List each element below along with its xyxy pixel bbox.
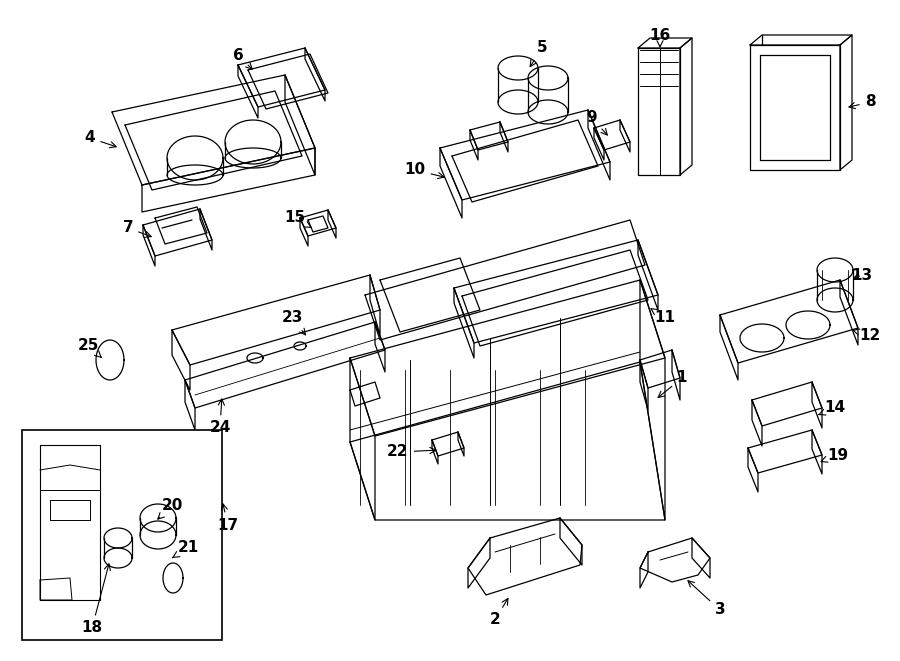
Text: 12: 12 bbox=[853, 327, 880, 342]
Bar bbox=[22, 430, 222, 640]
Text: 4: 4 bbox=[85, 130, 116, 147]
Text: 14: 14 bbox=[819, 401, 846, 416]
Text: 22: 22 bbox=[387, 444, 436, 459]
Text: 7: 7 bbox=[122, 221, 151, 237]
Text: 19: 19 bbox=[821, 447, 849, 463]
Text: 1: 1 bbox=[658, 371, 688, 397]
Text: 11: 11 bbox=[651, 309, 676, 325]
Text: 15: 15 bbox=[284, 210, 311, 227]
Text: 13: 13 bbox=[851, 268, 873, 282]
Text: 25: 25 bbox=[77, 338, 102, 358]
Text: 17: 17 bbox=[218, 504, 238, 533]
Text: 3: 3 bbox=[688, 581, 725, 617]
Text: 24: 24 bbox=[210, 399, 230, 436]
Text: 9: 9 bbox=[587, 110, 608, 135]
Text: 2: 2 bbox=[490, 598, 508, 627]
Text: 6: 6 bbox=[232, 48, 252, 69]
Text: 10: 10 bbox=[404, 163, 444, 178]
Text: 21: 21 bbox=[172, 541, 199, 558]
Text: 8: 8 bbox=[849, 95, 876, 110]
Text: 16: 16 bbox=[650, 28, 670, 47]
Text: 20: 20 bbox=[158, 498, 183, 519]
Text: 23: 23 bbox=[282, 311, 305, 335]
Text: 5: 5 bbox=[530, 40, 547, 67]
Text: 18: 18 bbox=[81, 564, 111, 635]
